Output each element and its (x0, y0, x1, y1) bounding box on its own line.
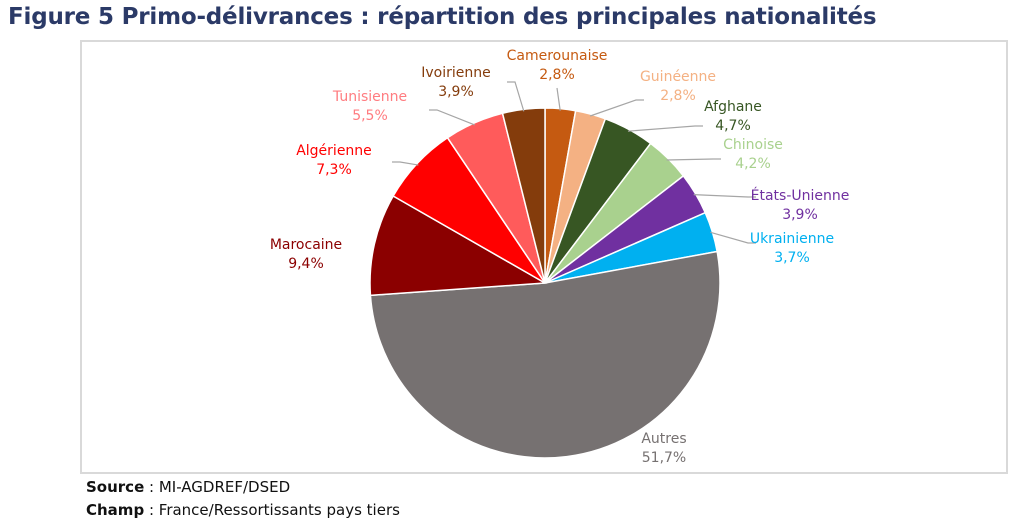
leader-line-2 (627, 125, 703, 132)
leader-line-1 (589, 99, 644, 117)
leader-line-10 (507, 81, 525, 112)
data-label-value: 3,7% (774, 250, 810, 266)
data-label-category: Camerounaise (507, 48, 608, 64)
data-label-value: 7,3% (316, 162, 352, 178)
data-label-category: Marocaine (270, 237, 342, 253)
chart-frame (80, 40, 1008, 474)
data-label-category: Autres (641, 431, 686, 447)
data-label-category: Afghane (704, 99, 762, 115)
pie-slice-6 (369, 250, 721, 459)
data-label-value: 9,4% (288, 256, 324, 272)
leader-line-0 (556, 87, 561, 111)
data-label-category: Guinéenne (640, 69, 716, 85)
leader-line-4 (693, 194, 756, 198)
scope-note: Champ : France/Ressortissants pays tiers (86, 501, 400, 519)
data-label-category: Chinoise (723, 137, 783, 153)
data-label-category: Ukrainienne (750, 231, 834, 247)
data-label-value: 3,9% (438, 84, 474, 100)
data-label-category: Ivoirienne (421, 65, 491, 81)
chart-title: Figure 5 Primo-délivrances : répartition… (8, 4, 877, 30)
data-label-category: Algérienne (296, 143, 372, 159)
data-label-value: 5,5% (352, 108, 388, 124)
data-label-value: 4,2% (735, 156, 771, 172)
data-label-category: Tunisienne (332, 89, 407, 105)
pie-slice-7 (369, 194, 548, 297)
data-label-value: 2,8% (539, 67, 575, 83)
leader-line-5 (710, 231, 756, 244)
leader-line-9 (429, 109, 475, 126)
source-value: : MI-AGDREF/DSED (144, 478, 291, 496)
source-label: Source (86, 478, 145, 496)
scope-value: : France/Ressortissants pays tiers (144, 501, 400, 519)
leader-line-8 (392, 161, 419, 166)
data-label-category: États-Unienne (751, 187, 850, 204)
data-label-value: 51,7% (642, 450, 686, 466)
data-label-value: 3,9% (782, 207, 818, 223)
data-label-value: 4,7% (715, 118, 751, 134)
data-label-value: 2,8% (660, 88, 696, 104)
source-note: Source : MI-AGDREF/DSED (86, 478, 290, 496)
scope-label: Champ (86, 501, 145, 519)
leader-line-3 (666, 158, 721, 161)
